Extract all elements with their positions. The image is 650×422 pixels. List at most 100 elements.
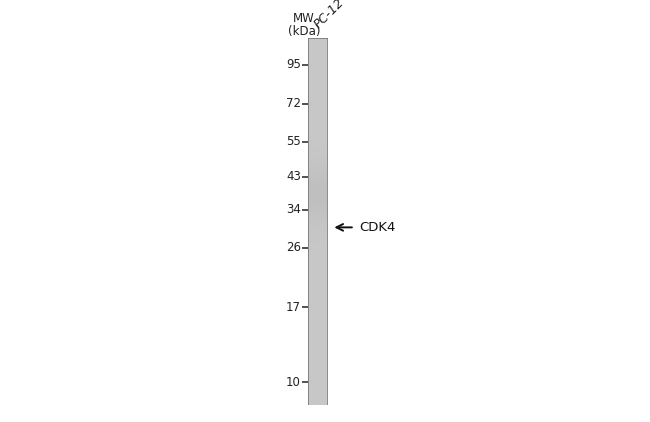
Bar <box>308 267 328 268</box>
Bar <box>308 316 328 317</box>
Bar <box>308 341 328 342</box>
Bar <box>308 276 328 277</box>
Bar <box>308 165 328 166</box>
Bar <box>308 40 328 41</box>
Bar <box>308 208 328 209</box>
Bar <box>308 397 328 398</box>
Bar <box>308 357 328 358</box>
Bar <box>308 63 328 64</box>
Bar <box>308 181 328 182</box>
Bar <box>308 394 328 395</box>
Bar <box>308 135 328 136</box>
Bar <box>308 315 328 316</box>
Bar <box>308 378 328 379</box>
Bar <box>308 382 328 383</box>
Bar <box>308 380 328 381</box>
Bar <box>308 228 328 229</box>
Bar <box>308 314 328 315</box>
Bar <box>308 213 328 214</box>
Bar <box>308 203 328 204</box>
Bar <box>308 282 328 283</box>
Bar <box>308 304 328 305</box>
Bar <box>308 99 328 100</box>
Text: 55: 55 <box>286 135 301 149</box>
Bar <box>308 246 328 247</box>
Bar <box>308 69 328 70</box>
Bar <box>308 173 328 174</box>
Bar <box>308 374 328 375</box>
Bar <box>308 206 328 207</box>
Bar <box>308 56 328 57</box>
Text: 43: 43 <box>286 170 301 183</box>
Bar <box>308 218 328 219</box>
Bar <box>308 127 328 128</box>
Bar <box>308 291 328 292</box>
Bar <box>308 369 328 370</box>
Bar <box>308 348 328 349</box>
Bar <box>308 138 328 139</box>
Bar <box>308 338 328 339</box>
Bar <box>308 217 328 218</box>
Bar <box>308 152 328 153</box>
Bar <box>308 168 328 169</box>
Bar <box>308 265 328 267</box>
Bar <box>308 344 328 346</box>
Bar <box>308 78 328 79</box>
Bar <box>308 319 328 320</box>
Bar <box>308 110 328 111</box>
Bar <box>308 226 328 227</box>
Bar <box>308 337 328 338</box>
Bar <box>308 154 328 155</box>
Bar <box>308 376 328 377</box>
Bar <box>308 307 328 308</box>
Bar <box>308 367 328 368</box>
Bar <box>308 197 328 199</box>
Bar <box>308 83 328 84</box>
Bar <box>308 64 328 65</box>
Bar <box>308 401 328 402</box>
Bar <box>308 80 328 81</box>
Bar <box>308 365 328 367</box>
Bar <box>308 339 328 340</box>
Bar <box>308 233 328 234</box>
Bar <box>308 194 328 195</box>
Bar <box>308 398 328 399</box>
Bar <box>308 143 328 144</box>
Bar <box>308 236 328 237</box>
Bar <box>308 225 328 226</box>
Bar <box>308 356 328 357</box>
Bar <box>308 252 328 253</box>
Bar <box>308 193 328 194</box>
Text: MW: MW <box>293 12 315 25</box>
Bar <box>308 148 328 149</box>
Bar <box>308 51 328 52</box>
Bar <box>308 306 328 307</box>
Bar <box>308 60 328 61</box>
Bar <box>308 281 328 282</box>
Bar <box>308 59 328 60</box>
Bar <box>308 275 328 276</box>
Text: 72: 72 <box>286 97 301 111</box>
Bar <box>308 286 328 287</box>
Bar <box>308 182 328 183</box>
Bar <box>308 296 328 297</box>
Bar <box>308 400 328 401</box>
Bar <box>308 58 328 59</box>
Bar <box>308 308 328 309</box>
Bar <box>308 183 328 184</box>
Bar <box>308 321 328 322</box>
Bar <box>308 237 328 238</box>
Bar <box>308 76 328 78</box>
Bar <box>308 71 328 72</box>
Bar <box>308 179 328 180</box>
Bar <box>308 47 328 48</box>
Bar <box>308 87 328 89</box>
Bar <box>308 141 328 142</box>
Bar <box>308 299 328 300</box>
Bar <box>308 144 328 145</box>
Bar <box>308 100 328 101</box>
Bar <box>308 38 328 39</box>
Bar <box>308 212 328 213</box>
Bar <box>308 185 328 186</box>
Bar <box>308 190 328 191</box>
